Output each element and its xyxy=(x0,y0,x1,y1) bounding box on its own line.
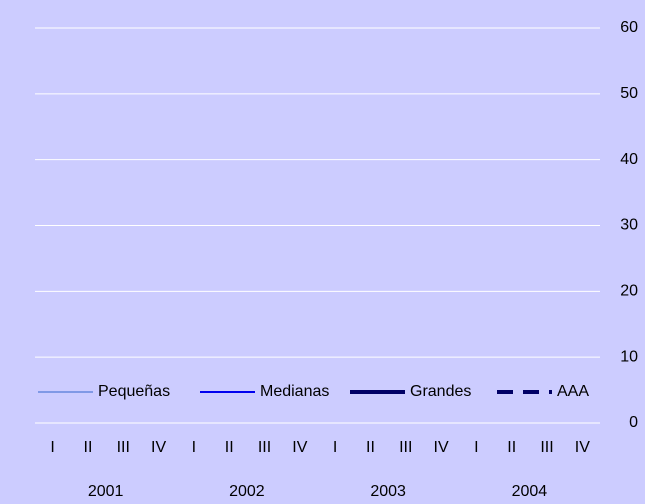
x-tick-label: I xyxy=(333,439,337,456)
x-tick-label: I xyxy=(474,439,478,456)
x-group-label: 2002 xyxy=(229,483,265,500)
legend-label: Grandes xyxy=(410,383,471,400)
x-tick-label: IV xyxy=(151,439,166,456)
legend-label: Pequeñas xyxy=(98,383,170,400)
x-tick-label: IV xyxy=(575,439,590,456)
y-tick-label: 40 xyxy=(620,151,638,168)
y-tick-label: 20 xyxy=(620,283,638,300)
x-tick-label: II xyxy=(507,439,516,456)
y-tick-label: 60 xyxy=(620,19,638,36)
x-tick-label: I xyxy=(192,439,196,456)
x-tick-label: IV xyxy=(292,439,307,456)
x-tick-label: IV xyxy=(434,439,449,456)
x-group-label: 2003 xyxy=(370,483,406,500)
x-group-label: 2001 xyxy=(88,483,124,500)
y-tick-label: 50 xyxy=(620,85,638,102)
legend-label: AAA xyxy=(557,383,589,400)
legend-label: Medianas xyxy=(260,383,329,400)
x-tick-label: II xyxy=(225,439,234,456)
x-tick-label: I xyxy=(50,439,54,456)
x-tick-label: II xyxy=(84,439,93,456)
x-tick-label: III xyxy=(117,439,130,456)
y-tick-label: 30 xyxy=(620,217,638,234)
x-tick-label: II xyxy=(366,439,375,456)
y-tick-label: 0 xyxy=(629,414,638,431)
x-group-label: 2004 xyxy=(512,483,548,500)
x-tick-label: III xyxy=(540,439,553,456)
x-tick-label: III xyxy=(258,439,271,456)
x-tick-label: III xyxy=(399,439,412,456)
y-tick-label: 10 xyxy=(620,348,638,365)
